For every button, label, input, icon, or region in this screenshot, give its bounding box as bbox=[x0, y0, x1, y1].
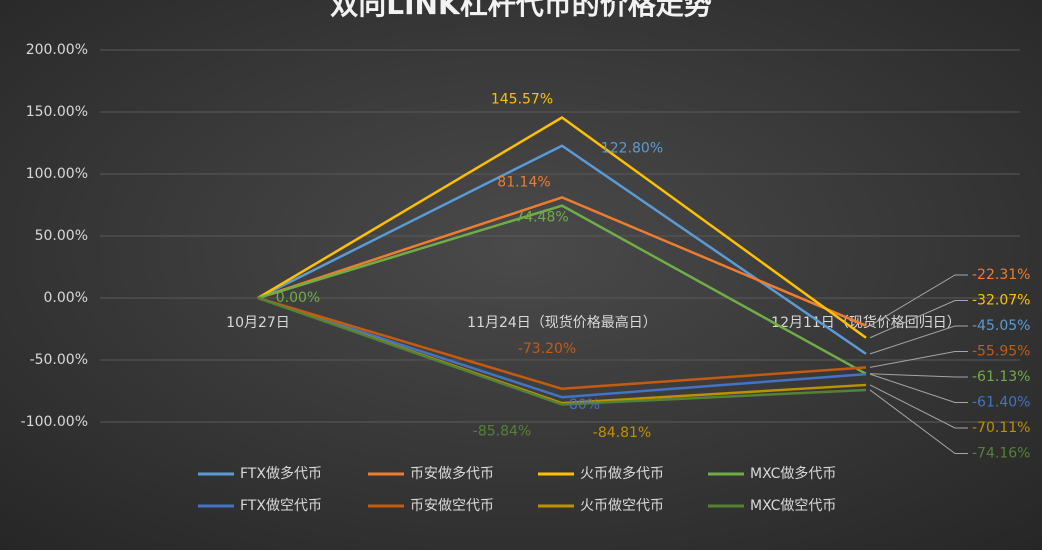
data-label: -55.95% bbox=[972, 344, 1030, 360]
x-tick-label: 11月24日（现货价格最高日） bbox=[467, 314, 657, 331]
series-line bbox=[257, 296, 867, 399]
y-tick-label: 100.00% bbox=[26, 166, 88, 182]
legend-label: MXC做空代币 bbox=[750, 498, 836, 514]
series-line bbox=[257, 116, 867, 339]
data-label: -74.16% bbox=[972, 446, 1030, 462]
series-line bbox=[257, 296, 867, 406]
data-label: -85.84% bbox=[473, 423, 531, 439]
data-label: 0.00% bbox=[276, 290, 320, 306]
y-tick-label: -50.00% bbox=[30, 352, 88, 368]
data-label: 145.57% bbox=[491, 91, 553, 107]
y-tick-label: 0.00% bbox=[44, 290, 88, 306]
series-line bbox=[257, 196, 867, 327]
leader-line bbox=[869, 300, 968, 339]
y-tick-label: 200.00% bbox=[26, 42, 88, 58]
data-label: -70.11% bbox=[972, 420, 1030, 436]
x-tick-label: 10月27日 bbox=[226, 315, 290, 331]
chart-title: 双向LINK杠杆代币的价格走势 bbox=[330, 0, 711, 21]
y-tick-label: 50.00% bbox=[35, 228, 88, 244]
series-line bbox=[257, 296, 867, 391]
legend-label: 币安做多代币 bbox=[410, 465, 494, 482]
series-line bbox=[257, 204, 867, 375]
data-label: 122.80% bbox=[601, 141, 663, 157]
legend-label: 币安做空代币 bbox=[410, 498, 494, 514]
y-tick-label: -100.00% bbox=[21, 414, 88, 430]
leader-line bbox=[869, 325, 968, 355]
data-label: -61.40% bbox=[972, 395, 1030, 411]
data-label: -45.05% bbox=[972, 318, 1030, 334]
data-label: 81.14% bbox=[497, 174, 550, 190]
leader-line bbox=[869, 274, 968, 327]
data-label: -61.13% bbox=[972, 369, 1030, 385]
y-tick-label: 150.00% bbox=[26, 104, 88, 120]
legend-label: FTX做空代币 bbox=[240, 498, 322, 514]
leader-line bbox=[869, 351, 968, 368]
data-label: -22.31% bbox=[972, 267, 1030, 283]
leader-line bbox=[869, 389, 968, 454]
data-label: -32.07% bbox=[972, 293, 1030, 309]
legend-label: 火币做空代币 bbox=[580, 498, 664, 514]
x-tick-label: 12月11日（现货价格回归日） bbox=[771, 314, 961, 331]
data-label: 74.48% bbox=[515, 210, 568, 226]
leader-line bbox=[869, 373, 968, 403]
leader-line bbox=[869, 384, 968, 429]
data-label: -73.20% bbox=[518, 341, 576, 357]
data-label: -80% bbox=[564, 397, 600, 413]
legend-label: MXC做多代币 bbox=[750, 465, 836, 482]
leader-line bbox=[869, 373, 968, 378]
legend-label: FTX做多代币 bbox=[240, 465, 322, 482]
series-line bbox=[257, 144, 867, 355]
data-label: -84.81% bbox=[593, 425, 651, 441]
legend-label: 火币做多代币 bbox=[580, 465, 664, 482]
